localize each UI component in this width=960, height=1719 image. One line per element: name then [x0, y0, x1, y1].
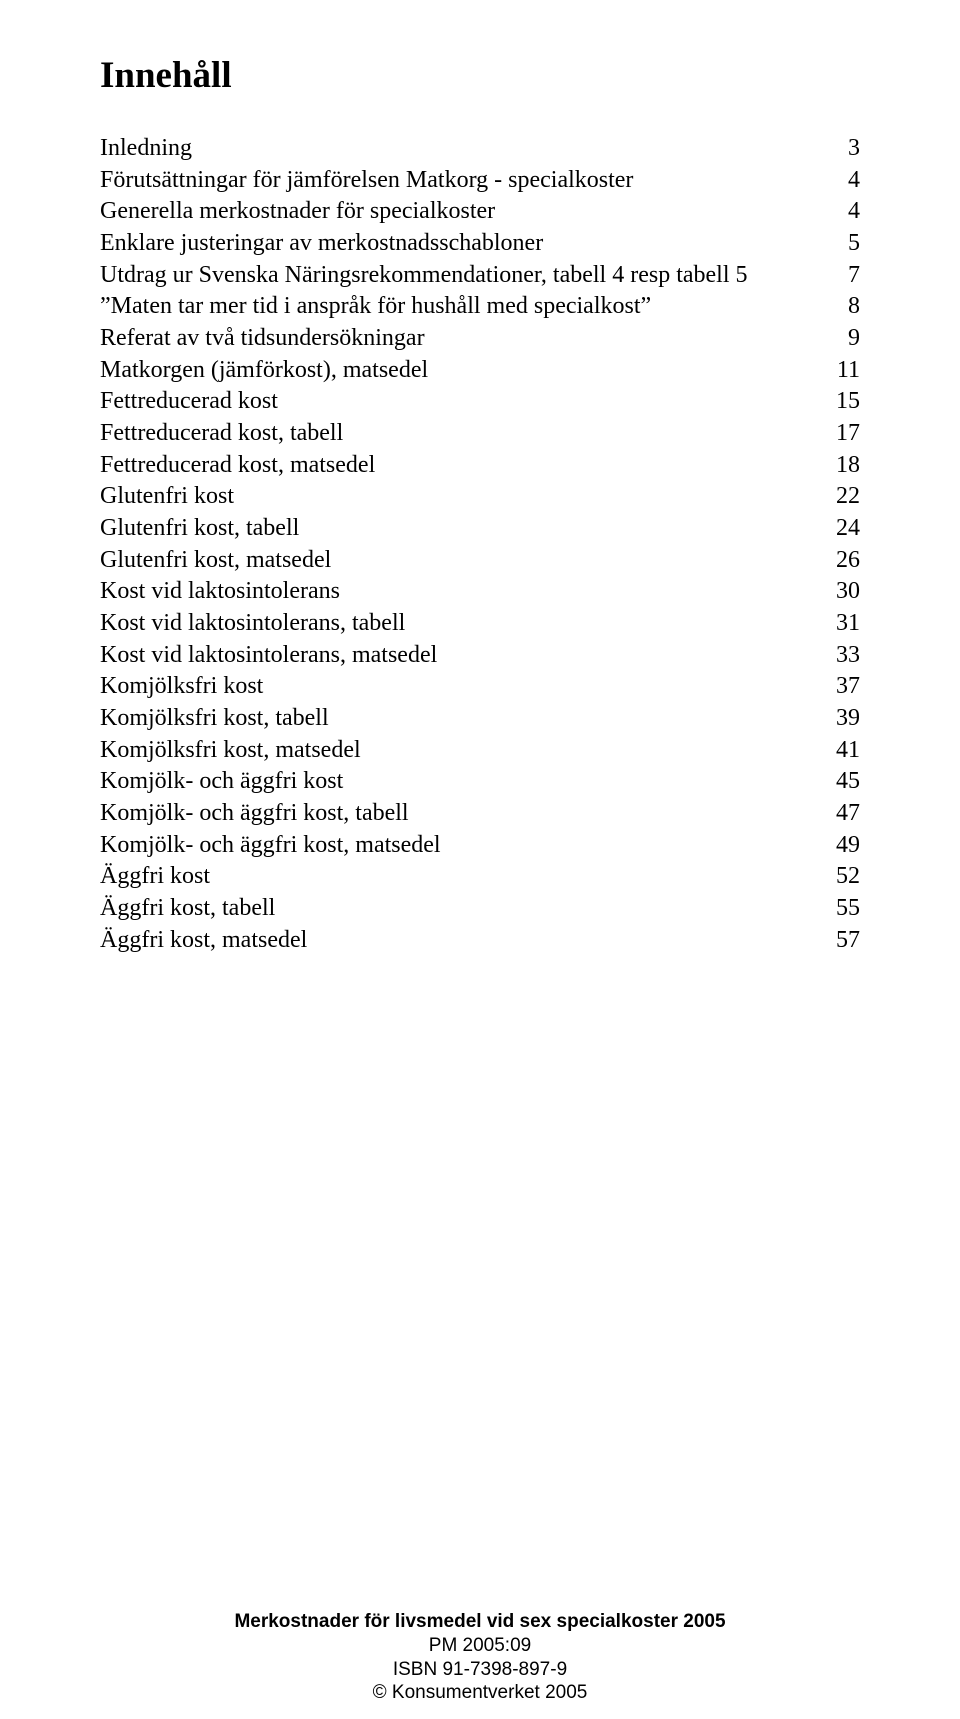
toc-row: Generella merkostnader för specialkoster…: [100, 196, 860, 228]
toc-row: Komjölksfri kost37: [100, 671, 860, 703]
toc-label: Enklare justeringar av merkostnadsschabl…: [100, 228, 820, 260]
toc-page-number: 15: [820, 386, 860, 418]
toc-label: Fettreducerad kost, matsedel: [100, 450, 820, 482]
toc-page-number: 18: [820, 450, 860, 482]
toc-label: Generella merkostnader för specialkoster: [100, 196, 820, 228]
toc-label: ”Maten tar mer tid i anspråk för hushåll…: [100, 291, 820, 323]
toc-row: Matkorgen (jämförkost), matsedel11: [100, 355, 860, 387]
toc-row: Komjölk- och äggfri kost, tabell47: [100, 798, 860, 830]
toc-row: Komjölksfri kost, matsedel41: [100, 735, 860, 767]
toc-page-number: 37: [820, 671, 860, 703]
toc-row: Utdrag ur Svenska Näringsrekommendatione…: [100, 260, 860, 292]
toc-label: Glutenfri kost: [100, 481, 820, 513]
toc-page-number: 31: [820, 608, 860, 640]
toc-label: Utdrag ur Svenska Näringsrekommendatione…: [100, 260, 820, 292]
toc-page-number: 49: [820, 830, 860, 862]
toc-row: ”Maten tar mer tid i anspråk för hushåll…: [100, 291, 860, 323]
toc-row: Fettreducerad kost, tabell17: [100, 418, 860, 450]
document-page: Innehåll Inledning3Förutsättningar för j…: [0, 0, 960, 1719]
toc-page-number: 30: [820, 576, 860, 608]
toc-page-number: 3: [820, 133, 860, 165]
toc-page-number: 17: [820, 418, 860, 450]
page-title: Innehåll: [100, 54, 860, 97]
toc-label: Komjölksfri kost: [100, 671, 820, 703]
footer-line: PM 2005:09: [0, 1634, 960, 1658]
toc-page-number: 26: [820, 545, 860, 577]
toc-label: Komjölksfri kost, matsedel: [100, 735, 820, 767]
toc-label: Komjölk- och äggfri kost: [100, 766, 820, 798]
toc-row: Komjölk- och äggfri kost45: [100, 766, 860, 798]
toc-label: Fettreducerad kost: [100, 386, 820, 418]
toc-label: Kost vid laktosintolerans, matsedel: [100, 640, 820, 672]
toc-page-number: 47: [820, 798, 860, 830]
toc-label: Kost vid laktosintolerans, tabell: [100, 608, 820, 640]
toc-page-number: 5: [820, 228, 860, 260]
toc-label: Glutenfri kost, tabell: [100, 513, 820, 545]
toc-row: Komjölk- och äggfri kost, matsedel49: [100, 830, 860, 862]
toc-page-number: 45: [820, 766, 860, 798]
toc-label: Förutsättningar för jämförelsen Matkorg …: [100, 165, 820, 197]
page-footer: Merkostnader för livsmedel vid sex speci…: [0, 1610, 960, 1705]
toc-page-number: 11: [820, 355, 860, 387]
toc-row: Kost vid laktosintolerans, tabell31: [100, 608, 860, 640]
toc-row: Äggfri kost, matsedel57: [100, 925, 860, 957]
toc-row: Kost vid laktosintolerans, matsedel33: [100, 640, 860, 672]
toc-row: Kost vid laktosintolerans30: [100, 576, 860, 608]
toc-label: Fettreducerad kost, tabell: [100, 418, 820, 450]
toc-row: Enklare justeringar av merkostnadsschabl…: [100, 228, 860, 260]
toc-label: Komjölk- och äggfri kost, tabell: [100, 798, 820, 830]
footer-title: Merkostnader för livsmedel vid sex speci…: [0, 1610, 960, 1634]
toc-label: Kost vid laktosintolerans: [100, 576, 820, 608]
toc-page-number: 33: [820, 640, 860, 672]
table-of-contents: Inledning3Förutsättningar för jämförelse…: [100, 133, 860, 956]
toc-page-number: 52: [820, 861, 860, 893]
toc-row: Äggfri kost52: [100, 861, 860, 893]
toc-row: Glutenfri kost, matsedel26: [100, 545, 860, 577]
toc-page-number: 4: [820, 165, 860, 197]
footer-line: ISBN 91-7398-897-9: [0, 1658, 960, 1682]
toc-label: Glutenfri kost, matsedel: [100, 545, 820, 577]
toc-row: Fettreducerad kost15: [100, 386, 860, 418]
toc-page-number: 8: [820, 291, 860, 323]
toc-page-number: 39: [820, 703, 860, 735]
toc-label: Äggfri kost, tabell: [100, 893, 820, 925]
toc-row: Äggfri kost, tabell55: [100, 893, 860, 925]
toc-page-number: 55: [820, 893, 860, 925]
toc-row: Förutsättningar för jämförelsen Matkorg …: [100, 165, 860, 197]
toc-row: Fettreducerad kost, matsedel18: [100, 450, 860, 482]
toc-row: Inledning3: [100, 133, 860, 165]
toc-label: Inledning: [100, 133, 820, 165]
toc-label: Äggfri kost: [100, 861, 820, 893]
toc-row: Referat av två tidsundersökningar9: [100, 323, 860, 355]
toc-page-number: 41: [820, 735, 860, 767]
toc-label: Komjölksfri kost, tabell: [100, 703, 820, 735]
footer-line: © Konsumentverket 2005: [0, 1681, 960, 1705]
toc-label: Referat av två tidsundersökningar: [100, 323, 820, 355]
toc-row: Glutenfri kost22: [100, 481, 860, 513]
toc-page-number: 7: [820, 260, 860, 292]
toc-page-number: 4: [820, 196, 860, 228]
toc-page-number: 22: [820, 481, 860, 513]
toc-page-number: 57: [820, 925, 860, 957]
toc-page-number: 24: [820, 513, 860, 545]
toc-label: Äggfri kost, matsedel: [100, 925, 820, 957]
toc-label: Matkorgen (jämförkost), matsedel: [100, 355, 820, 387]
toc-label: Komjölk- och äggfri kost, matsedel: [100, 830, 820, 862]
toc-row: Glutenfri kost, tabell24: [100, 513, 860, 545]
toc-page-number: 9: [820, 323, 860, 355]
toc-row: Komjölksfri kost, tabell39: [100, 703, 860, 735]
